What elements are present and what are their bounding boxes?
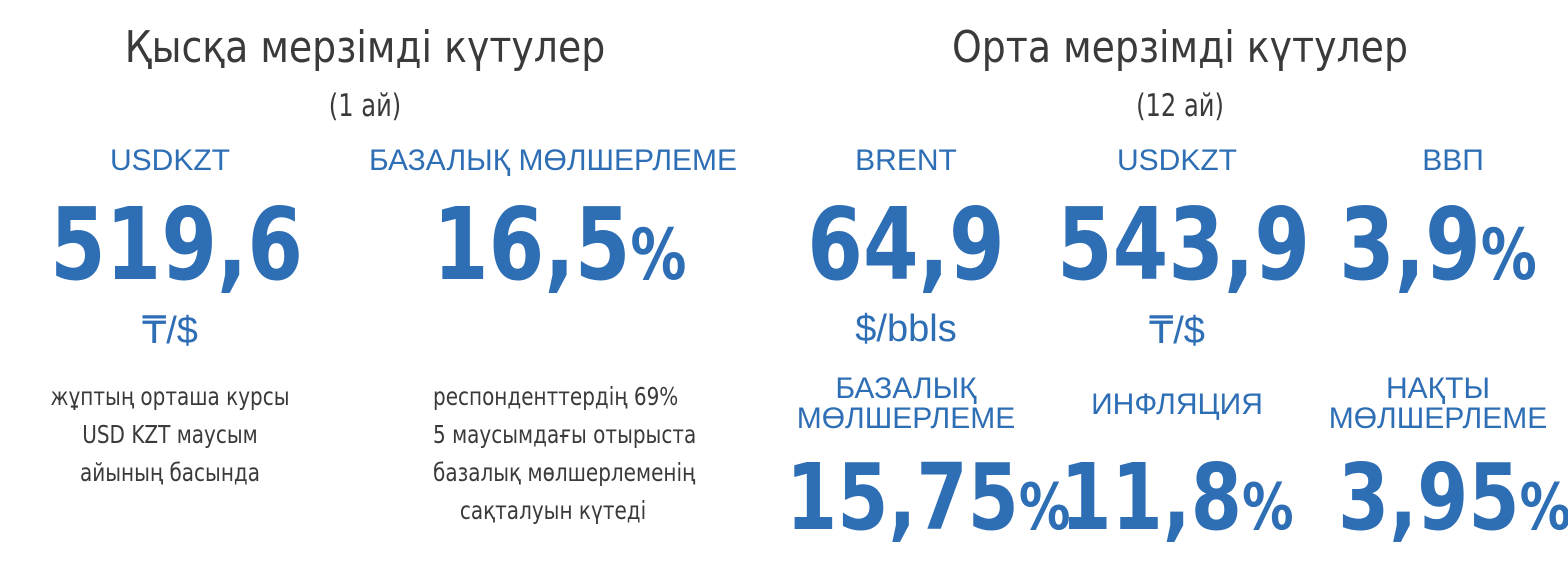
mid-inflation-label: ИНФЛЯЦИЯ: [1091, 388, 1263, 421]
short-base-rate-value: 16,5%: [433, 186, 687, 303]
short-usdkzt-unit: ₸/$: [142, 310, 198, 352]
mid-brent-label: BRENT: [855, 144, 957, 177]
mid-usdkzt-label: USDKZT: [1117, 144, 1237, 177]
mid-term-title: Орта мерзімді күтулер: [952, 22, 1408, 73]
percent-sign: %: [630, 214, 687, 296]
mid-brent-unit: $/bbls: [855, 308, 957, 350]
mid-real-rate-label: НАҚТЫ МӨЛШЕРЛЕМЕ: [1328, 372, 1548, 435]
percent-sign: %: [1018, 470, 1071, 545]
short-base-rate-desc: респонденттердің 69% 5 маусымдағы отырыс…: [433, 382, 697, 525]
mid-base-rate-value: 15,75%: [786, 444, 1071, 551]
short-usdkzt-value: 519,6: [50, 186, 304, 303]
short-term-period: (1 ай): [328, 88, 402, 124]
mid-base-rate-label: БАЗАЛЫҚ МӨЛШЕРЛЕМЕ: [796, 372, 1016, 435]
mid-gdp-label: ВВП: [1422, 144, 1484, 177]
percent-sign: %: [1241, 470, 1294, 545]
mid-real-rate-value: 3,95%: [1338, 452, 1568, 544]
mid-usdkzt-value: 543,9: [1057, 186, 1311, 303]
percent-sign: %: [1519, 470, 1568, 545]
mid-gdp-value: 3,9%: [1339, 186, 1537, 303]
short-base-rate-label: БАЗАЛЫҚ МӨЛШЕРЛЕМЕ: [368, 144, 738, 177]
short-usdkzt-desc: жұптың орташа курсы USD KZT маусым айыны…: [50, 382, 290, 487]
mid-usdkzt-unit: ₸/$: [1149, 310, 1205, 352]
mid-brent-value: 64,9: [807, 186, 1005, 303]
mid-inflation-value: 11,8%: [1060, 444, 1294, 551]
percent-sign: %: [1480, 214, 1537, 296]
short-term-title: Қысқа мерзімді күтулер: [124, 22, 606, 73]
mid-term-period: (12 ай): [1136, 88, 1224, 124]
short-usdkzt-label: USDKZT: [110, 144, 230, 177]
